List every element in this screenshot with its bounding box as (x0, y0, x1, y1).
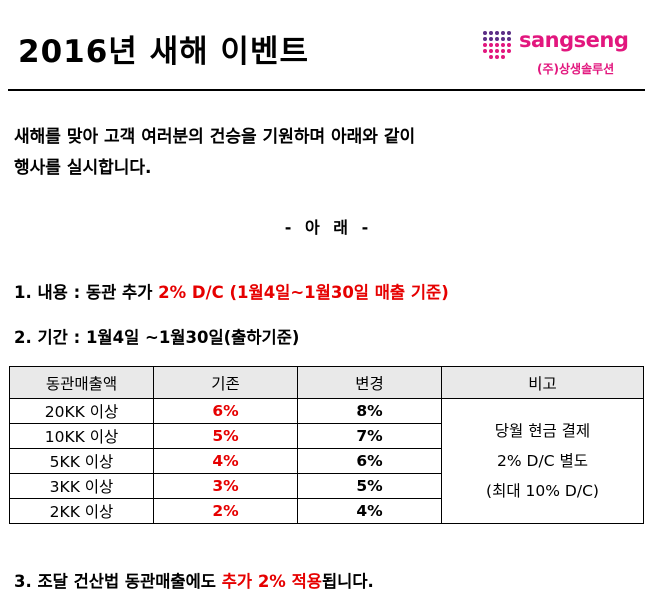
before-rate-cell: 6% (153, 398, 298, 424)
discount-table: 동관매출액 기존 변경 비고 20KK 이상 6% 8% 당월 현금 결제 2%… (9, 366, 644, 524)
after-rate-cell: 5% (297, 473, 442, 499)
after-rate-cell: 4% (297, 498, 442, 524)
table-row: 3KK 이상 3% 5% (9, 473, 644, 499)
before-rate-cell: 4% (153, 448, 298, 474)
item-procurement-suffix: 됩니다. (321, 572, 374, 591)
logo-wordmark: sangseng (519, 28, 629, 52)
item-content-highlight: 2% D/C (1월4일~1월30일 매출 기준) (158, 283, 449, 302)
table-row: 2KK 이상 2% 4% (9, 498, 644, 524)
item-procurement-label: 3. 조달 건산법 동관매출에도 (14, 572, 222, 591)
note-line: (최대 10% D/C) (486, 482, 599, 500)
note-line: 당월 현금 결제 (494, 422, 591, 440)
before-rate-cell: 2% (153, 498, 298, 524)
intro-line-2: 행사를 실시합니다. (14, 158, 152, 178)
before-rate-cell: 5% (153, 423, 298, 449)
note-line: 2% D/C 별도 (497, 452, 588, 470)
logo-dots-icon (483, 31, 511, 59)
intro-line-1: 새해를 맞아 고객 여러분의 건승을 기원하며 아래와 같이 (14, 127, 416, 147)
amount-cell: 3KK 이상 (9, 473, 154, 499)
after-rate-cell: 7% (297, 423, 442, 449)
table-row: 5KK 이상 4% 6% (9, 448, 644, 474)
company-logo: sangseng (주)상생솔루션 (482, 26, 632, 78)
item-content: 1. 내용 : 동관 추가 2% D/C (1월4일~1월30일 매출 기준) (14, 279, 449, 303)
logo-company-name: (주)상생솔루션 (537, 62, 615, 76)
amount-cell: 5KK 이상 (9, 448, 154, 474)
header-amount: 동관매출액 (9, 366, 154, 399)
header-divider (8, 89, 645, 91)
item-procurement-highlight: 추가 2% 적용 (221, 572, 322, 591)
page-title: 2016년 새해 이벤트 (18, 34, 309, 70)
header-before: 기존 (153, 366, 298, 399)
header-after: 변경 (297, 366, 442, 399)
item-period: 2. 기간 : 1월4일 ~1월30일(출하기준) (14, 328, 300, 347)
table-row: 10KK 이상 5% 7% (9, 423, 644, 449)
intro-text: 새해를 맞아 고객 여러분의 건승을 기원하며 아래와 같이 행사를 실시합니다… (14, 122, 415, 184)
item-procurement: 3. 조달 건산법 동관매출에도 추가 2% 적용됩니다. (14, 568, 374, 592)
section-heading: - 아 래 - (284, 218, 369, 237)
after-rate-cell: 6% (297, 448, 442, 474)
amount-cell: 20KK 이상 (9, 398, 154, 424)
after-rate-cell: 8% (297, 398, 442, 424)
header-note: 비고 (441, 366, 644, 399)
table-row: 20KK 이상 6% 8% 당월 현금 결제 2% D/C 별도 (최대 10%… (9, 398, 644, 524)
amount-cell: 2KK 이상 (9, 498, 154, 524)
item-content-label: 1. 내용 : 동관 추가 (14, 283, 159, 302)
amount-cell: 10KK 이상 (9, 423, 154, 449)
table-header-row: 동관매출액 기존 변경 비고 (9, 366, 644, 399)
before-rate-cell: 3% (153, 473, 298, 499)
note-cell: 당월 현금 결제 2% D/C 별도 (최대 10% D/C) (441, 398, 644, 524)
